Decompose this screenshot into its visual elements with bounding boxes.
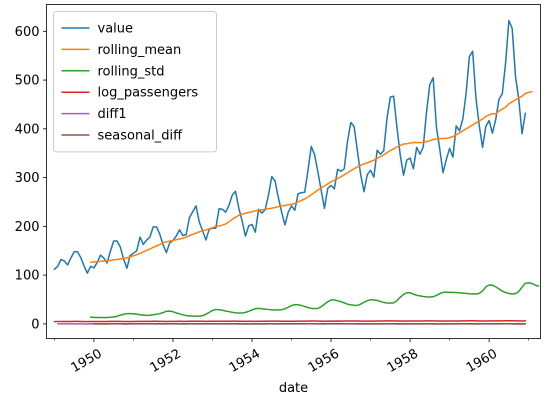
y-axis: 0 100 200 300 400 500 600 bbox=[15, 25, 47, 332]
legend-label: diff1 bbox=[98, 107, 127, 122]
legend: value rolling_mean rolling_std log_passenge… bbox=[53, 11, 217, 153]
plot-frame bbox=[46, 4, 541, 339]
y-tick-label: 400 bbox=[15, 122, 40, 137]
y-tick-label: 0 bbox=[31, 317, 39, 332]
series-line-rolling-std bbox=[89, 282, 540, 319]
x-axis-title: date bbox=[279, 381, 308, 396]
series-line-rolling-mean bbox=[89, 90, 533, 263]
legend-label: rolling_mean bbox=[98, 43, 182, 58]
legend-box bbox=[53, 11, 217, 153]
legend-label: rolling_std bbox=[98, 64, 165, 79]
series-layer bbox=[53, 19, 540, 325]
y-tick-label: 500 bbox=[15, 74, 40, 89]
legend-label: seasonal_diff bbox=[98, 129, 184, 144]
y-tick-label: 600 bbox=[15, 25, 40, 40]
legend-label: log_passengers bbox=[98, 86, 199, 101]
legend-label: value bbox=[98, 22, 134, 37]
y-tick-label: 200 bbox=[15, 220, 40, 235]
y-tick-label: 100 bbox=[15, 269, 40, 284]
series-line-log-passengers bbox=[53, 319, 527, 323]
series-line-value bbox=[53, 19, 527, 274]
y-tick-label: 300 bbox=[15, 171, 40, 186]
